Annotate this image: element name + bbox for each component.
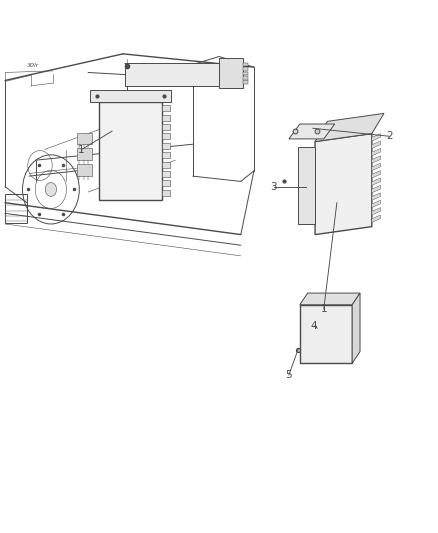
Text: 3: 3 bbox=[270, 182, 277, 192]
Bar bbox=[243, 71, 248, 75]
Text: 5: 5 bbox=[286, 370, 292, 380]
Text: 4: 4 bbox=[311, 321, 318, 331]
Bar bbox=[77, 133, 92, 144]
Bar bbox=[300, 305, 352, 364]
Polygon shape bbox=[372, 163, 381, 171]
Bar bbox=[90, 90, 171, 102]
Polygon shape bbox=[372, 215, 381, 222]
Bar bbox=[162, 152, 170, 158]
Polygon shape bbox=[315, 134, 372, 235]
Polygon shape bbox=[372, 141, 381, 148]
Bar bbox=[243, 80, 248, 84]
Polygon shape bbox=[372, 193, 381, 200]
Polygon shape bbox=[372, 148, 381, 156]
Polygon shape bbox=[298, 147, 315, 224]
Bar bbox=[77, 149, 92, 160]
Text: 30lr: 30lr bbox=[27, 63, 39, 68]
Polygon shape bbox=[372, 156, 381, 163]
Bar bbox=[5, 193, 27, 223]
Bar bbox=[243, 67, 248, 71]
Bar bbox=[162, 143, 170, 149]
Bar bbox=[77, 165, 92, 176]
Circle shape bbox=[45, 182, 57, 196]
Bar bbox=[162, 181, 170, 187]
Bar bbox=[162, 190, 170, 196]
Polygon shape bbox=[352, 293, 360, 364]
Bar bbox=[162, 133, 170, 139]
Polygon shape bbox=[315, 114, 384, 142]
Bar bbox=[162, 115, 170, 120]
Text: 1: 1 bbox=[78, 144, 85, 155]
Bar bbox=[243, 62, 248, 66]
Bar bbox=[162, 161, 170, 167]
Polygon shape bbox=[372, 200, 381, 207]
Polygon shape bbox=[289, 124, 335, 139]
Polygon shape bbox=[372, 185, 381, 193]
Text: 2: 2 bbox=[386, 131, 392, 141]
Bar bbox=[243, 76, 248, 80]
Polygon shape bbox=[372, 171, 381, 178]
Polygon shape bbox=[372, 178, 381, 185]
Polygon shape bbox=[372, 134, 381, 141]
Text: 1: 1 bbox=[321, 304, 327, 314]
Polygon shape bbox=[372, 207, 381, 215]
Bar bbox=[162, 105, 170, 111]
Bar bbox=[162, 171, 170, 177]
Polygon shape bbox=[300, 293, 360, 305]
Bar bbox=[99, 102, 162, 200]
Bar bbox=[162, 124, 170, 130]
Bar bbox=[219, 58, 243, 88]
Bar bbox=[125, 63, 219, 86]
